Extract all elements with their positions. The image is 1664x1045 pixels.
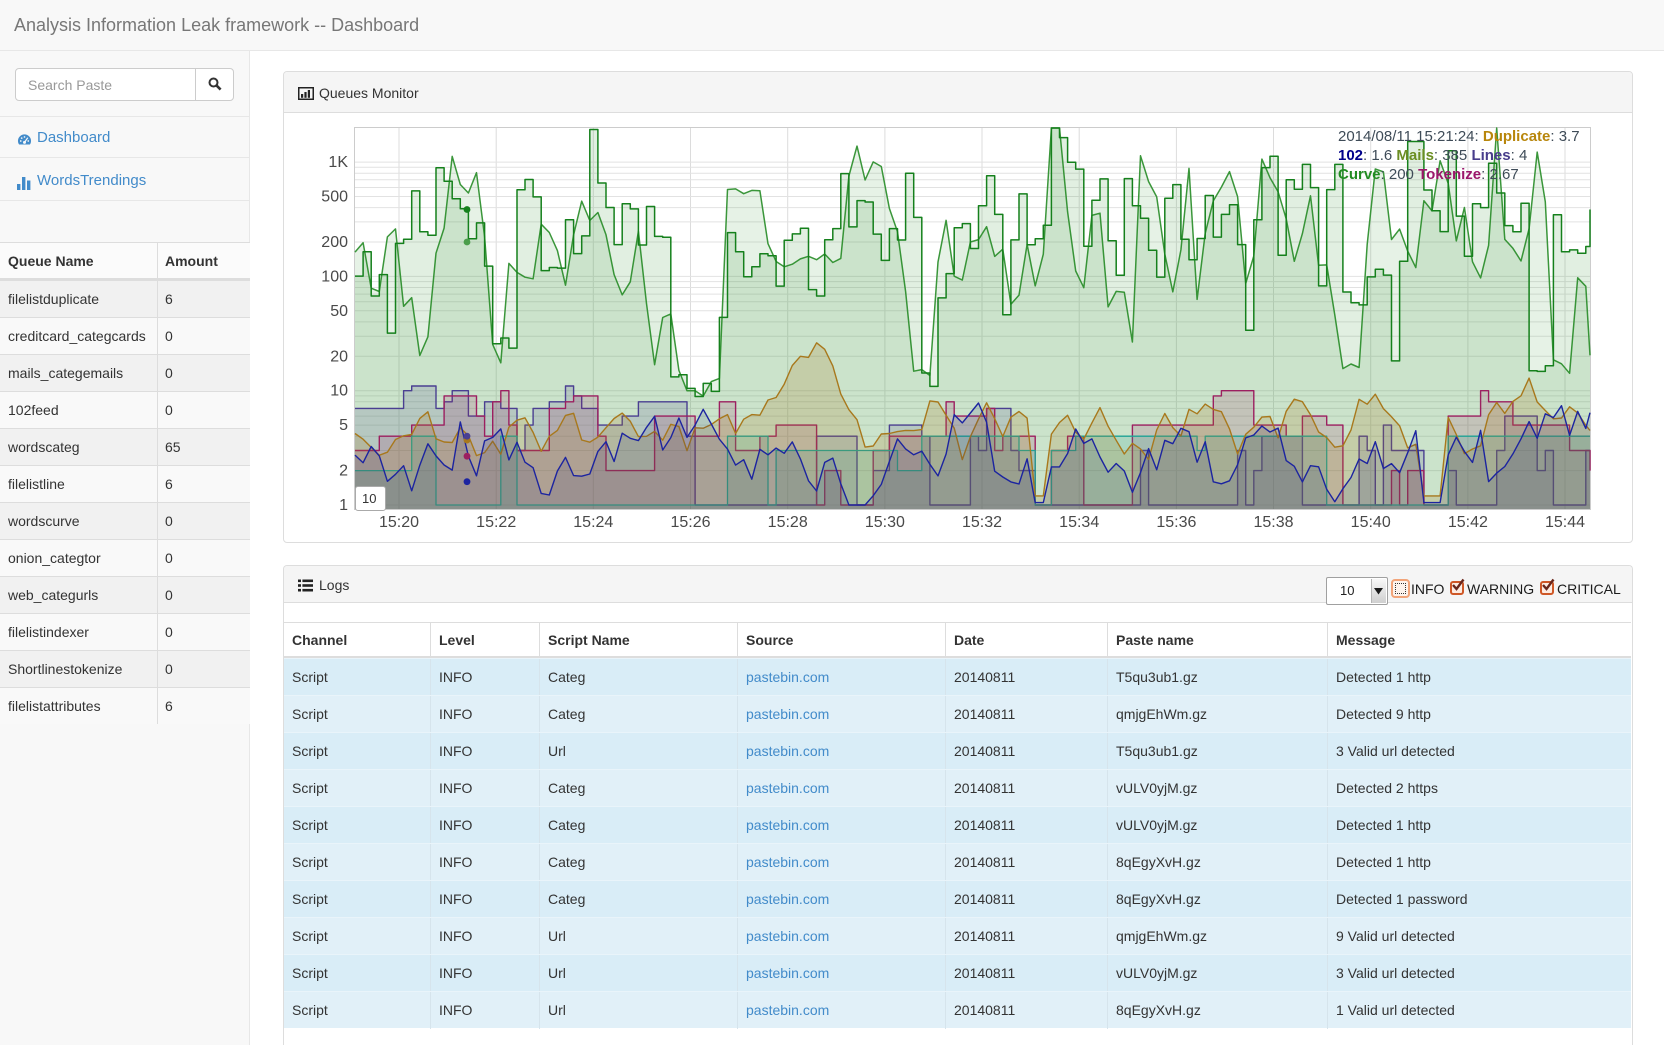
svg-text:15:44: 15:44: [1545, 514, 1585, 531]
svg-text:2: 2: [339, 463, 348, 480]
svg-text:15:36: 15:36: [1156, 514, 1196, 531]
svg-text:10: 10: [330, 383, 348, 400]
svg-text:15:20: 15:20: [379, 514, 419, 531]
svg-text:15:30: 15:30: [865, 514, 905, 531]
svg-text:20: 20: [330, 348, 348, 365]
svg-text:15:38: 15:38: [1253, 514, 1293, 531]
svg-text:15:28: 15:28: [768, 514, 808, 531]
svg-text:15:22: 15:22: [476, 514, 516, 531]
svg-text:50: 50: [330, 303, 348, 320]
svg-text:200: 200: [321, 234, 348, 251]
svg-text:1: 1: [339, 497, 348, 514]
svg-text:1K: 1K: [328, 154, 348, 171]
svg-text:15:34: 15:34: [1059, 514, 1099, 531]
svg-text:15:32: 15:32: [962, 514, 1002, 531]
svg-text:15:26: 15:26: [670, 514, 710, 531]
svg-text:15:24: 15:24: [573, 514, 613, 531]
svg-text:15:40: 15:40: [1351, 514, 1391, 531]
svg-text:5: 5: [339, 417, 348, 434]
svg-text:500: 500: [321, 189, 348, 206]
svg-text:15:42: 15:42: [1448, 514, 1488, 531]
svg-text:100: 100: [321, 268, 348, 285]
